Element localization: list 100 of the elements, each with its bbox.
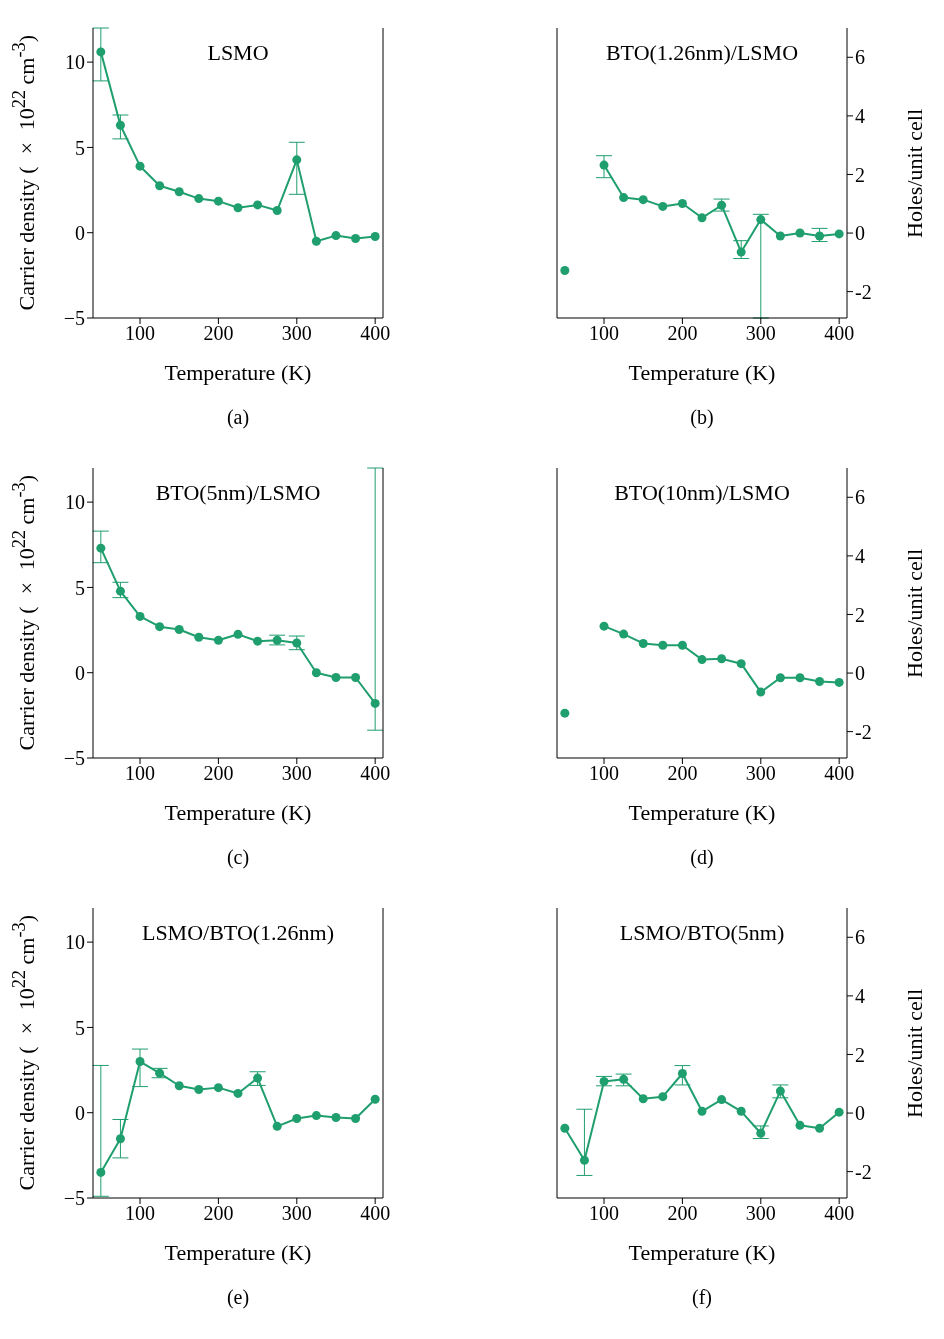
text: (c)	[225, 846, 251, 869]
point	[697, 655, 707, 665]
y-tick-label: 0	[75, 1101, 85, 1124]
point	[834, 229, 844, 239]
point	[717, 654, 727, 664]
point	[775, 673, 785, 683]
point	[155, 181, 165, 191]
x-tick-label: 100	[125, 322, 156, 345]
point	[155, 1068, 165, 1078]
y-tick-label: 5	[75, 576, 85, 599]
x-tick-label: 200	[203, 322, 234, 345]
point	[560, 708, 570, 718]
point	[619, 1074, 629, 1084]
point	[331, 1112, 341, 1122]
text: (b)	[689, 406, 715, 429]
point	[135, 611, 145, 621]
y-tick-label: 10	[65, 491, 85, 514]
y2-tick-label: -2	[855, 1160, 872, 1183]
x-axis-title: Temperature (K)	[164, 360, 312, 385]
y2-tick-label: 4	[855, 984, 865, 1007]
point	[560, 266, 570, 276]
point	[638, 638, 648, 648]
point	[253, 200, 263, 210]
point	[697, 1106, 707, 1116]
point	[213, 1083, 223, 1093]
y2-axis-title: Holes/unit cell	[902, 108, 928, 238]
text: (a)	[225, 406, 251, 429]
x-axis-title: Temperature (K)	[164, 800, 312, 825]
point	[311, 236, 321, 246]
x-tick-label: 400	[360, 322, 391, 345]
x-tick-label: 300	[745, 762, 776, 785]
y-tick-label: −5	[63, 747, 85, 770]
point	[795, 228, 805, 238]
x-tick-label: 100	[589, 322, 620, 345]
point	[815, 677, 825, 687]
y2-tick-label: 2	[855, 603, 865, 626]
point	[311, 668, 321, 678]
x-tick-label: 200	[667, 1202, 698, 1225]
point	[155, 622, 165, 632]
x-tick-label: 200	[667, 762, 698, 785]
point	[736, 659, 746, 669]
y2-axis-title: Holes/unit cell	[902, 988, 928, 1118]
point	[311, 1111, 321, 1121]
text: LSMO/BTO(5nm)	[618, 920, 786, 946]
point	[96, 543, 106, 553]
point	[233, 629, 243, 639]
y2-tick-label: 2	[855, 163, 865, 186]
x-tick-label: 300	[745, 322, 776, 345]
point	[599, 621, 609, 631]
y-tick-label: 10	[65, 931, 85, 954]
x-tick-label: 400	[824, 1202, 855, 1225]
y2-tick-label: 6	[855, 46, 865, 69]
point	[638, 195, 648, 205]
point	[736, 1106, 746, 1116]
y2-tick-label: 0	[855, 662, 865, 685]
y2-axis-title: Holes/unit cell	[902, 548, 928, 678]
point	[194, 632, 204, 642]
point	[619, 629, 629, 639]
point	[272, 1121, 282, 1131]
y-tick-label: 5	[75, 1016, 85, 1039]
x-tick-label: 100	[125, 1202, 156, 1225]
point	[756, 215, 766, 225]
point	[174, 1081, 184, 1091]
y2-tick-label: -2	[855, 720, 872, 743]
y2-tick-label: 0	[855, 222, 865, 245]
point	[370, 1094, 380, 1104]
y2-tick-label: 0	[855, 1102, 865, 1125]
x-tick-label: 300	[745, 1202, 776, 1225]
point	[351, 1114, 361, 1124]
y2-tick-label: 6	[855, 926, 865, 949]
x-tick-label: 200	[203, 762, 234, 785]
point	[834, 677, 844, 687]
point	[292, 155, 302, 165]
point	[815, 1123, 825, 1133]
point	[638, 1094, 648, 1104]
point	[135, 1057, 145, 1067]
x-axis-title: Temperature (K)	[164, 1240, 312, 1265]
point	[560, 1123, 570, 1133]
y-tick-label: −5	[63, 1187, 85, 1210]
y2-tick-label: 6	[855, 486, 865, 509]
point	[775, 231, 785, 241]
x-tick-label: 100	[589, 762, 620, 785]
point	[619, 193, 629, 203]
point	[292, 638, 302, 648]
point	[815, 231, 825, 241]
point	[795, 673, 805, 683]
point	[717, 1095, 727, 1105]
y2-tick-label: 4	[855, 104, 865, 127]
text: (d)	[689, 846, 715, 869]
point	[579, 1155, 589, 1165]
point	[677, 1069, 687, 1079]
text: (e)	[225, 1286, 251, 1309]
point	[292, 1114, 302, 1124]
point	[96, 1167, 106, 1177]
x-axis-title: Temperature (K)	[628, 800, 776, 825]
point	[253, 1073, 263, 1083]
point	[135, 161, 145, 171]
x-tick-label: 400	[360, 762, 391, 785]
point	[677, 640, 687, 650]
x-axis-title: Temperature (K)	[628, 1240, 776, 1265]
